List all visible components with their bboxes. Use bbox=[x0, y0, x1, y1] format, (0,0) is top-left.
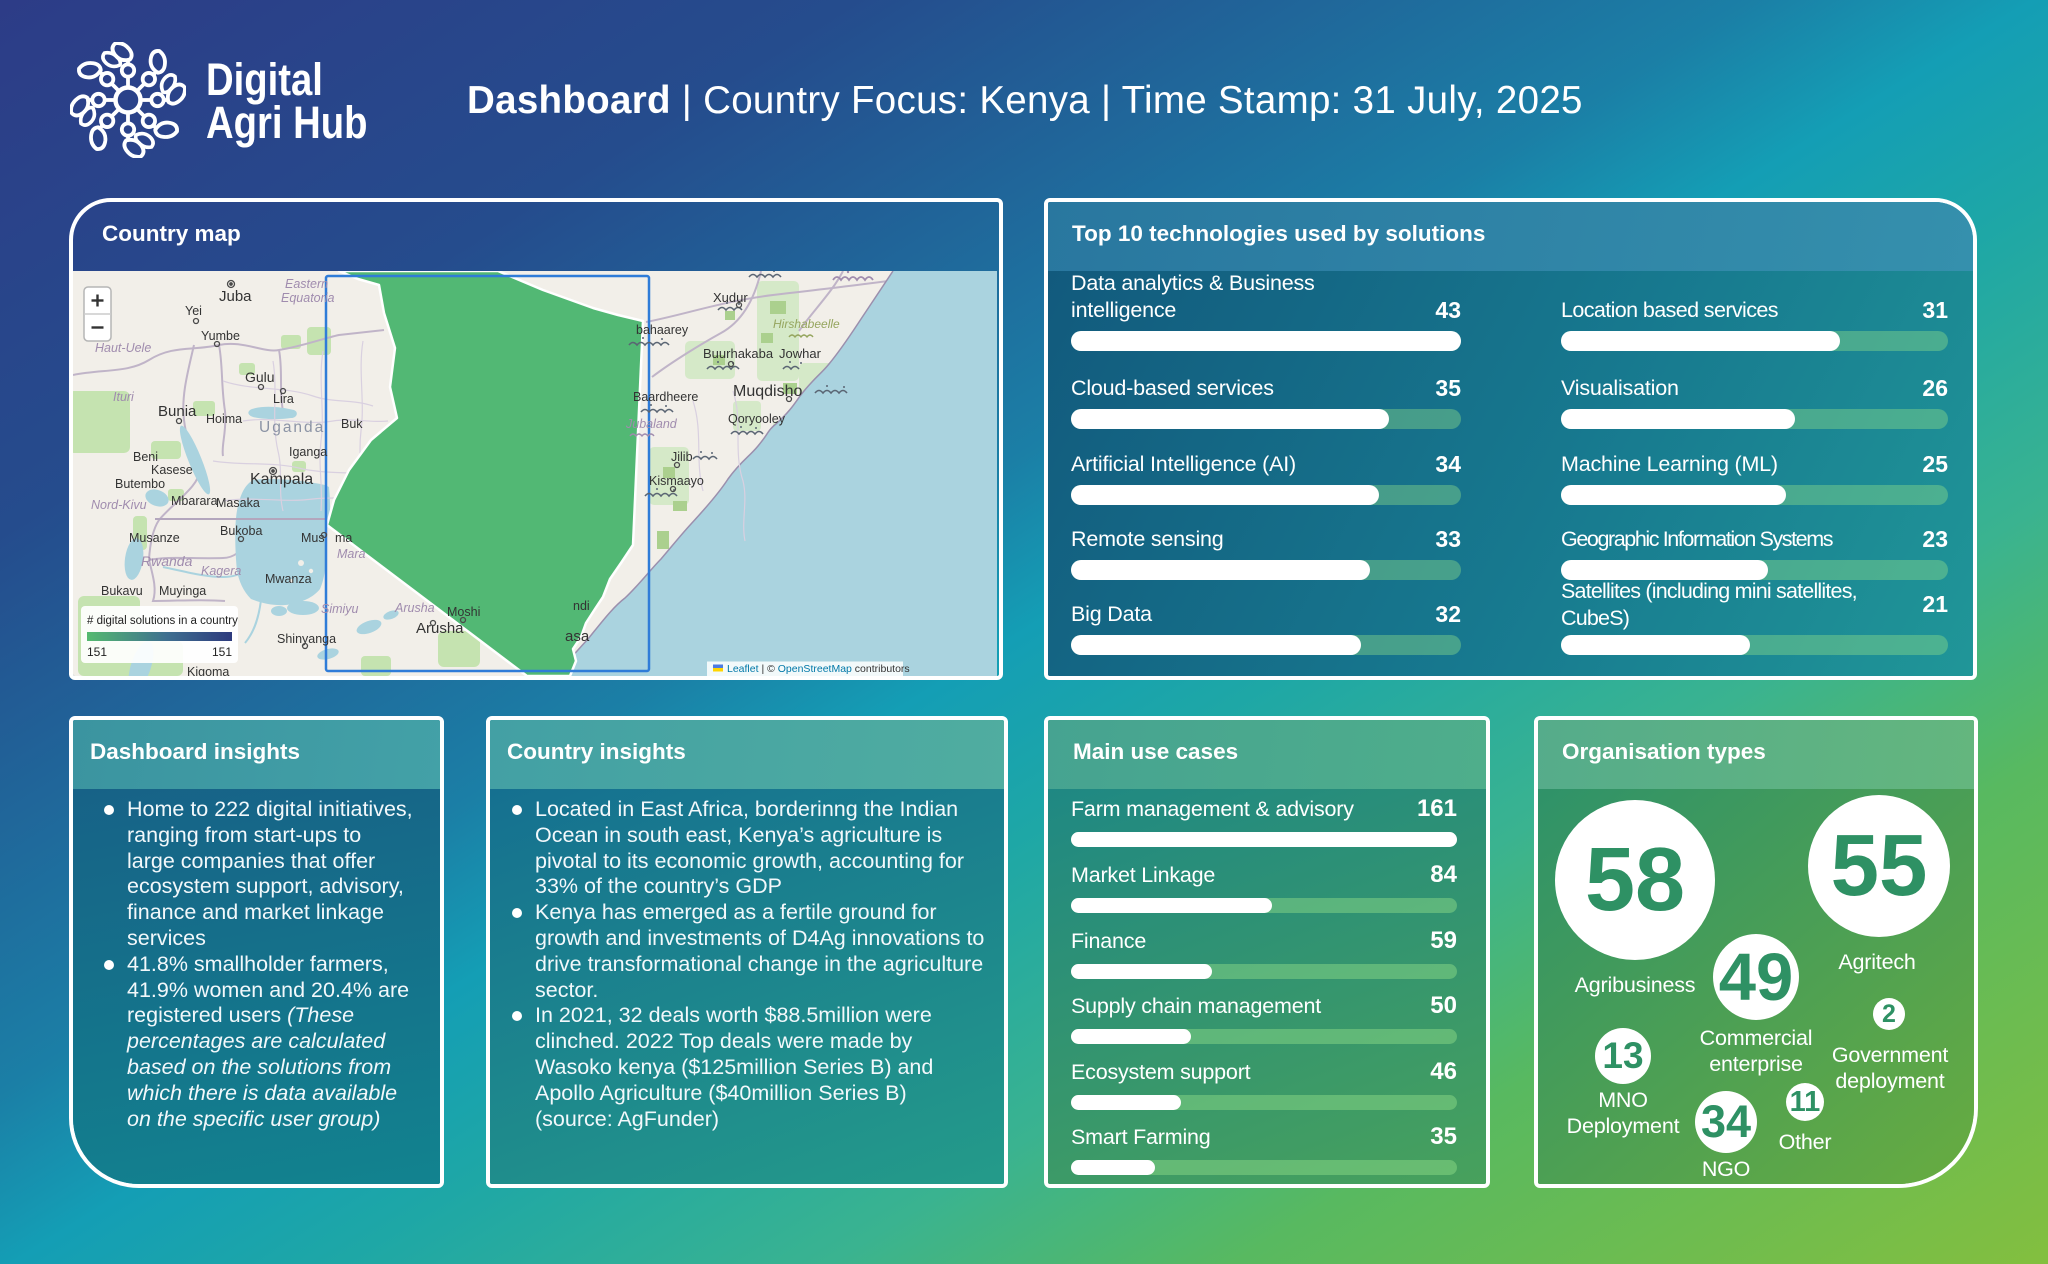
svg-text:Haut-Uele: Haut-Uele bbox=[95, 341, 151, 355]
svg-text:Mus: Mus bbox=[301, 531, 325, 545]
svg-text:Ituri: Ituri bbox=[113, 390, 135, 404]
svg-text:Bukavu: Bukavu bbox=[101, 584, 143, 598]
svg-text:Kigoma: Kigoma bbox=[187, 665, 229, 676]
svg-text:Hoima: Hoima bbox=[206, 412, 242, 426]
svg-text:bahaarey: bahaarey bbox=[636, 323, 689, 337]
svg-text:Moshi: Moshi bbox=[447, 605, 480, 619]
svg-text:Lira: Lira bbox=[273, 392, 294, 406]
svg-text:ndi: ndi bbox=[573, 599, 590, 613]
svg-text:Mbarara: Mbarara bbox=[171, 494, 218, 508]
svg-text:Jowhar: Jowhar bbox=[779, 346, 822, 361]
svg-text:Baardheere: Baardheere bbox=[633, 390, 698, 404]
svg-text:Shinyanga: Shinyanga bbox=[277, 632, 336, 646]
svg-text:Mwanza: Mwanza bbox=[265, 572, 312, 586]
svg-text:Musanze: Musanze bbox=[129, 531, 180, 545]
svg-text:Bukoba: Bukoba bbox=[220, 524, 262, 538]
svg-text:Nord-Kivu: Nord-Kivu bbox=[91, 498, 147, 512]
svg-text:Leaflet | © OpenStreetMap cont: Leaflet | © OpenStreetMap contributors bbox=[727, 663, 910, 675]
svg-text:151: 151 bbox=[212, 645, 232, 659]
svg-text:Jilib: Jilib bbox=[671, 450, 693, 464]
svg-text:Eastern: Eastern bbox=[285, 277, 328, 291]
svg-text:Kampala: Kampala bbox=[250, 471, 313, 488]
svg-text:Rwanda: Rwanda bbox=[141, 553, 193, 569]
svg-text:Kagera: Kagera bbox=[201, 564, 241, 578]
svg-text:Bunia: Bunia bbox=[158, 403, 197, 420]
svg-text:Buk: Buk bbox=[341, 417, 363, 431]
svg-text:Juba: Juba bbox=[219, 288, 252, 305]
svg-text:Uganda: Uganda bbox=[259, 419, 325, 436]
svg-text:Gulu: Gulu bbox=[245, 369, 275, 385]
svg-text:Iganga: Iganga bbox=[289, 445, 327, 459]
svg-text:Beni: Beni bbox=[133, 450, 158, 464]
svg-text:151: 151 bbox=[87, 645, 107, 659]
svg-text:Kismaayo: Kismaayo bbox=[649, 474, 704, 488]
svg-text:Masaka: Masaka bbox=[216, 496, 260, 510]
svg-text:Muyinga: Muyinga bbox=[159, 584, 206, 598]
svg-text:asa: asa bbox=[565, 628, 590, 645]
svg-text:Arusha: Arusha bbox=[416, 620, 464, 637]
svg-text:Muqdisho: Muqdisho bbox=[733, 383, 802, 400]
svg-text:Mara: Mara bbox=[337, 547, 366, 561]
svg-text:Kasese: Kasese bbox=[151, 463, 193, 477]
svg-text:Yei: Yei bbox=[185, 304, 202, 318]
svg-text:Jubaland: Jubaland bbox=[625, 417, 678, 431]
svg-text:Butembo: Butembo bbox=[115, 477, 165, 491]
svg-text:Arusha: Arusha bbox=[394, 601, 435, 615]
svg-text:ma: ma bbox=[335, 531, 352, 545]
svg-text:# digital solutions in a count: # digital solutions in a country bbox=[87, 615, 238, 627]
svg-text:Xudur: Xudur bbox=[713, 290, 748, 305]
svg-text:Buurhakaba: Buurhakaba bbox=[703, 346, 774, 361]
svg-text:Simiyu: Simiyu bbox=[321, 602, 359, 616]
svg-text:Equatoria: Equatoria bbox=[281, 291, 335, 305]
svg-text:Qoryooley: Qoryooley bbox=[728, 412, 786, 426]
svg-text:Yumbe: Yumbe bbox=[201, 329, 240, 343]
svg-text:Hirshabeelle: Hirshabeelle bbox=[773, 317, 840, 331]
